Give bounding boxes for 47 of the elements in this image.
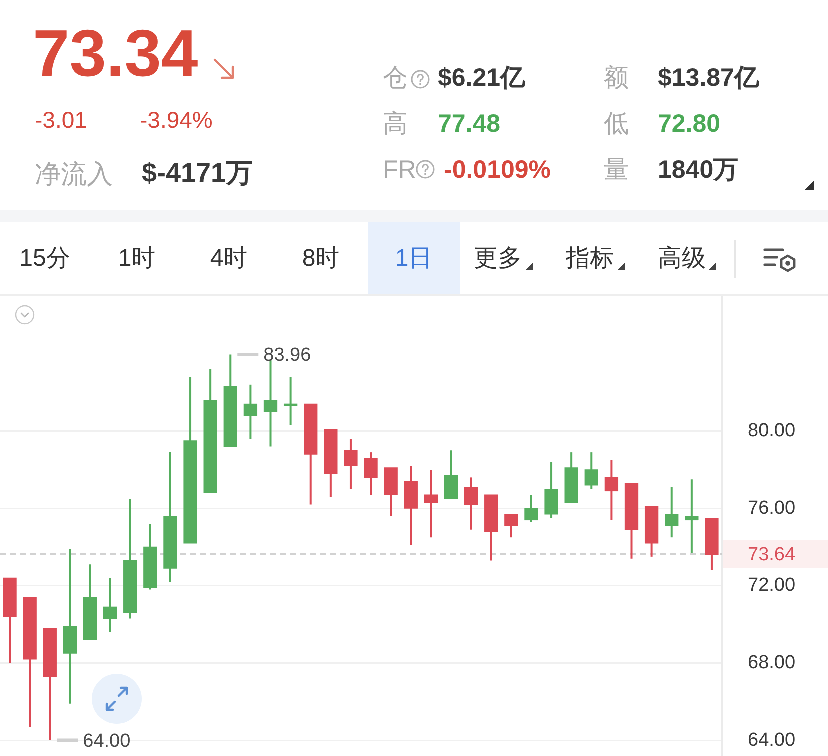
y-tick-label: 64.00 — [748, 730, 796, 751]
text: $6.21亿 — [438, 64, 526, 92]
candlestick — [103, 577, 118, 634]
candlestick — [524, 494, 538, 524]
annotation: 64.00 — [83, 730, 131, 752]
text: 指标 — [566, 245, 614, 272]
text: -3.01 — [35, 107, 88, 133]
text: 15分 — [20, 245, 70, 272]
candlestick — [444, 450, 458, 500]
text: 低 — [604, 110, 629, 138]
text: 1840万 — [658, 156, 739, 184]
candlestick — [244, 384, 258, 440]
text: 1日 — [395, 245, 433, 272]
candlestick — [665, 486, 679, 539]
candlestick — [364, 452, 378, 496]
text: 4时 — [210, 245, 248, 272]
y-tick-label: 68.00 — [748, 652, 796, 674]
candlestick — [504, 513, 518, 539]
y-tick-label: 80.00 — [748, 420, 796, 442]
text: 1时 — [118, 245, 156, 272]
text: -0.0109% — [444, 156, 552, 184]
text: 仓 — [383, 64, 408, 92]
text: 净流入 — [35, 159, 113, 189]
ref-line-label: 73.64 — [748, 544, 796, 566]
text: 77.48 — [438, 110, 501, 138]
text: 高级 — [658, 245, 706, 272]
text: 量 — [604, 156, 629, 184]
y-tick-label: 76.00 — [748, 498, 796, 519]
text: 更多 — [474, 245, 522, 272]
text: 高 — [383, 110, 408, 138]
text: $-4171万 — [142, 158, 254, 188]
candlestick — [424, 468, 438, 539]
text: 额 — [604, 64, 629, 92]
text: 72.80 — [658, 110, 721, 138]
annotation: 83.96 — [264, 344, 312, 366]
text: 8时 — [302, 245, 340, 272]
text: FR — [383, 156, 416, 184]
candlestick — [284, 376, 298, 426]
text: 73.34 — [33, 16, 198, 90]
text: -3.94% — [140, 107, 213, 133]
candlestick — [685, 478, 699, 554]
y-tick-label: 72.00 — [748, 575, 796, 596]
candlestick — [344, 438, 358, 490]
candlestick — [604, 459, 619, 522]
candlestick — [464, 476, 478, 531]
candlestick — [584, 452, 598, 490]
text: $13.87亿 — [658, 64, 760, 92]
